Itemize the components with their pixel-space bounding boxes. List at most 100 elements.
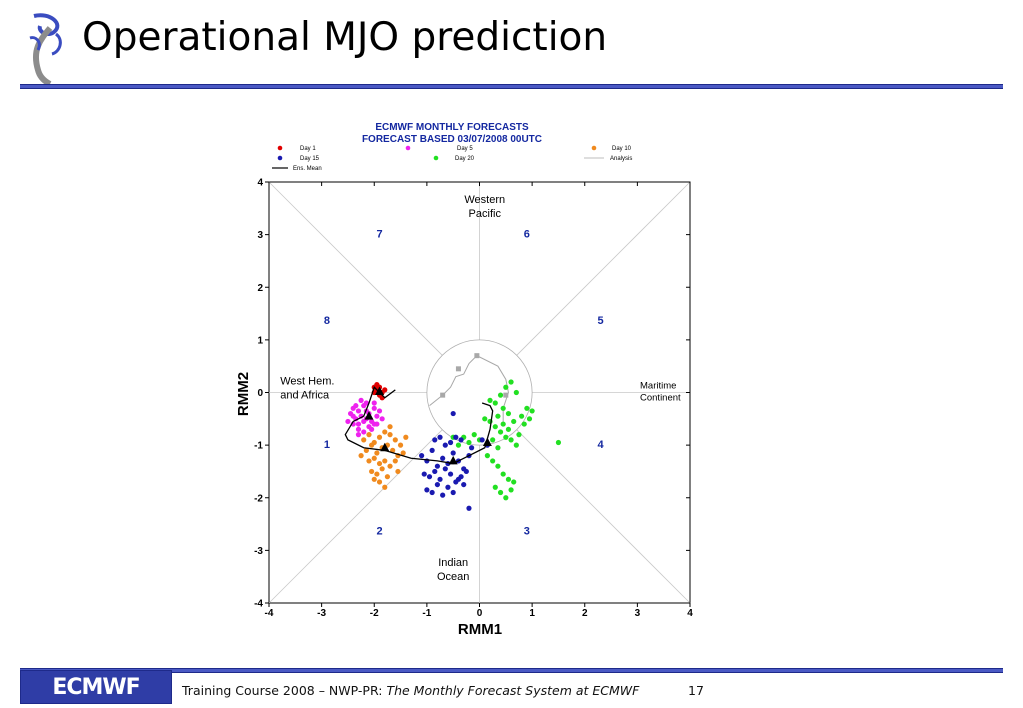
point-day-15	[442, 442, 448, 448]
point-day-5	[361, 418, 367, 425]
analysis-marker	[503, 392, 509, 398]
point-day-20	[484, 453, 490, 459]
x-tick-label: 3	[635, 608, 641, 619]
point-day-20	[497, 392, 504, 398]
point-day-20	[490, 458, 496, 464]
point-day-5	[355, 421, 362, 427]
point-day-15	[440, 455, 446, 461]
legend-label: Analysis	[610, 156, 632, 162]
y-tick-label: -4	[254, 599, 263, 610]
point-day-5	[374, 421, 380, 427]
ens-mean-marker	[448, 455, 458, 465]
legend-swatch	[277, 145, 283, 151]
x-tick-label: 1	[529, 608, 535, 619]
point-day-5	[379, 416, 385, 422]
point-day-20	[500, 471, 506, 477]
legend-label: Day 10	[612, 146, 632, 152]
analysis-track	[429, 353, 509, 422]
y-tick-label: -3	[254, 546, 263, 557]
point-day-10	[387, 463, 393, 469]
point-day-20	[490, 437, 496, 443]
point-day-20	[524, 405, 530, 411]
point-day-10	[374, 471, 380, 477]
phase-label: 7	[376, 228, 382, 240]
x-tick-label: 2	[582, 608, 588, 619]
phase-grid	[268, 181, 691, 604]
unit-circle	[426, 339, 533, 446]
page-number: 17	[688, 683, 704, 698]
point-day-20	[508, 487, 514, 493]
point-day-20	[505, 410, 512, 417]
point-day-15	[437, 476, 443, 482]
legend-label: Day 1	[300, 146, 316, 152]
point-day-20	[466, 439, 472, 446]
point-day-10	[392, 437, 398, 443]
point-day-15	[432, 437, 438, 443]
point-day-10	[376, 460, 383, 467]
point-day-10	[382, 458, 388, 464]
point-day-15	[434, 463, 440, 469]
point-day-20	[529, 408, 535, 414]
phase-label: 4	[597, 439, 604, 451]
ens-mean-marker	[375, 386, 385, 395]
point-day-20	[492, 400, 498, 406]
point-day-15	[458, 437, 464, 443]
legend-swatch	[277, 155, 283, 161]
slide-title: Operational MJO prediction	[82, 15, 608, 60]
legend-label: Ens. Mean	[293, 166, 322, 172]
point-day-10	[392, 458, 398, 464]
chart-title: ECMWF MONTHLY FORECASTS	[375, 122, 529, 133]
legend-swatch	[405, 145, 411, 151]
legend-label: Day 5	[457, 146, 473, 152]
point-day-15	[442, 466, 448, 472]
point-day-5	[374, 413, 380, 419]
chart-subtitle: FORECAST BASED 03/07/2008 00UTC	[362, 134, 542, 145]
point-day-15	[421, 471, 427, 477]
point-day-5	[358, 397, 364, 403]
point-day-5	[355, 408, 362, 414]
ecmwf-logo-text: ECMWF	[52, 674, 140, 700]
point-day-10	[369, 442, 375, 448]
footer-prefix: Training Course 2008 – NWP-PR:	[182, 683, 387, 698]
point-day-5	[361, 429, 367, 435]
point-day-15	[447, 471, 454, 477]
point-day-20	[519, 413, 525, 419]
legend: Day 1 Day 5 Day 10 Day 15 Day 20 Analysis Ens.…	[272, 145, 632, 172]
point-day-15	[450, 450, 456, 456]
x-tick-label: 0	[477, 608, 483, 619]
point-day-5	[350, 413, 356, 419]
x-tick-label: -4	[265, 608, 274, 619]
point-day-5	[355, 432, 362, 438]
analysis-marker	[474, 353, 480, 359]
point-day-10	[382, 484, 388, 490]
phase-label: 2	[376, 526, 382, 538]
point-day-1	[382, 387, 388, 393]
point-day-10	[376, 479, 383, 485]
point-day-10	[374, 450, 380, 456]
point-day-20	[492, 424, 498, 430]
y-tick-label: 0	[257, 388, 263, 399]
point-day-20	[492, 484, 498, 490]
point-day-5	[369, 426, 375, 432]
point-day-20	[508, 437, 514, 443]
y-axis-label: RMM2	[235, 372, 252, 416]
ens-mean-marker	[380, 442, 390, 452]
region-west-hem-line2: and Africa	[280, 390, 330, 402]
y-tick-label: 1	[257, 335, 263, 346]
point-day-10	[400, 450, 406, 456]
point-day-20	[482, 416, 488, 422]
point-day-20	[513, 389, 519, 396]
phase-label: 1	[324, 439, 330, 451]
ensemble-mean-track	[344, 386, 494, 465]
point-day-20	[497, 489, 504, 496]
footer-rule	[20, 668, 1003, 673]
point-day-20	[500, 405, 506, 411]
y-tick-label: 3	[257, 230, 263, 241]
point-day-20	[508, 379, 514, 385]
point-day-20	[455, 442, 462, 448]
point-day-15	[469, 445, 475, 451]
point-day-20	[487, 397, 493, 403]
point-day-5	[355, 426, 362, 432]
point-day-15	[461, 481, 467, 488]
point-day-20	[511, 418, 517, 425]
